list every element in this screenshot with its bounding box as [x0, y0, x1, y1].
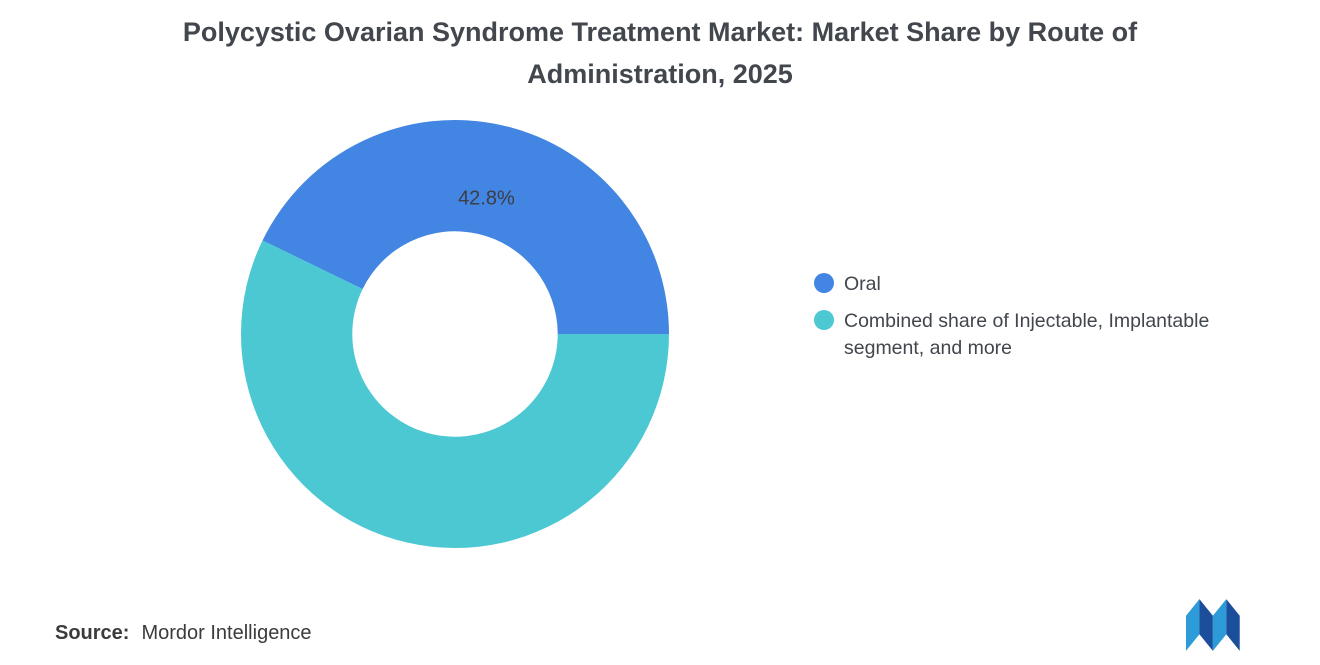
donut-chart-svg: 42.8% — [241, 120, 670, 549]
mordor-intelligence-logo-icon — [1186, 599, 1240, 651]
chart-title: Polycystic Ovarian Syndrome Treatment Ma… — [182, 17, 1138, 89]
legend-label-combined: Combined share of Injectable, Implantabl… — [844, 309, 1210, 360]
slice-data-label: 42.8% — [458, 187, 515, 209]
mordor-intelligence-logo — [1186, 598, 1248, 652]
donut-slice-0 — [262, 120, 669, 335]
source-value: Mordor Intelligence — [141, 622, 312, 644]
legend-marker-combined-icon — [814, 309, 834, 330]
donut-chart: 42.8% — [235, 114, 675, 554]
legend-marker-oral-icon — [814, 273, 834, 293]
source-label: Source: — [55, 622, 130, 644]
legend-item-combined[interactable]: Combined share of Injectable, Implantabl… — [814, 308, 1276, 363]
legend: Oral Combined share of Injectable, Impla… — [814, 271, 1276, 363]
source-line: Source: Mordor Intelligence — [55, 622, 312, 645]
legend-item-oral[interactable]: Oral — [814, 271, 1276, 299]
donut-slice-1 — [241, 240, 670, 549]
legend-label-oral: Oral — [844, 273, 881, 295]
